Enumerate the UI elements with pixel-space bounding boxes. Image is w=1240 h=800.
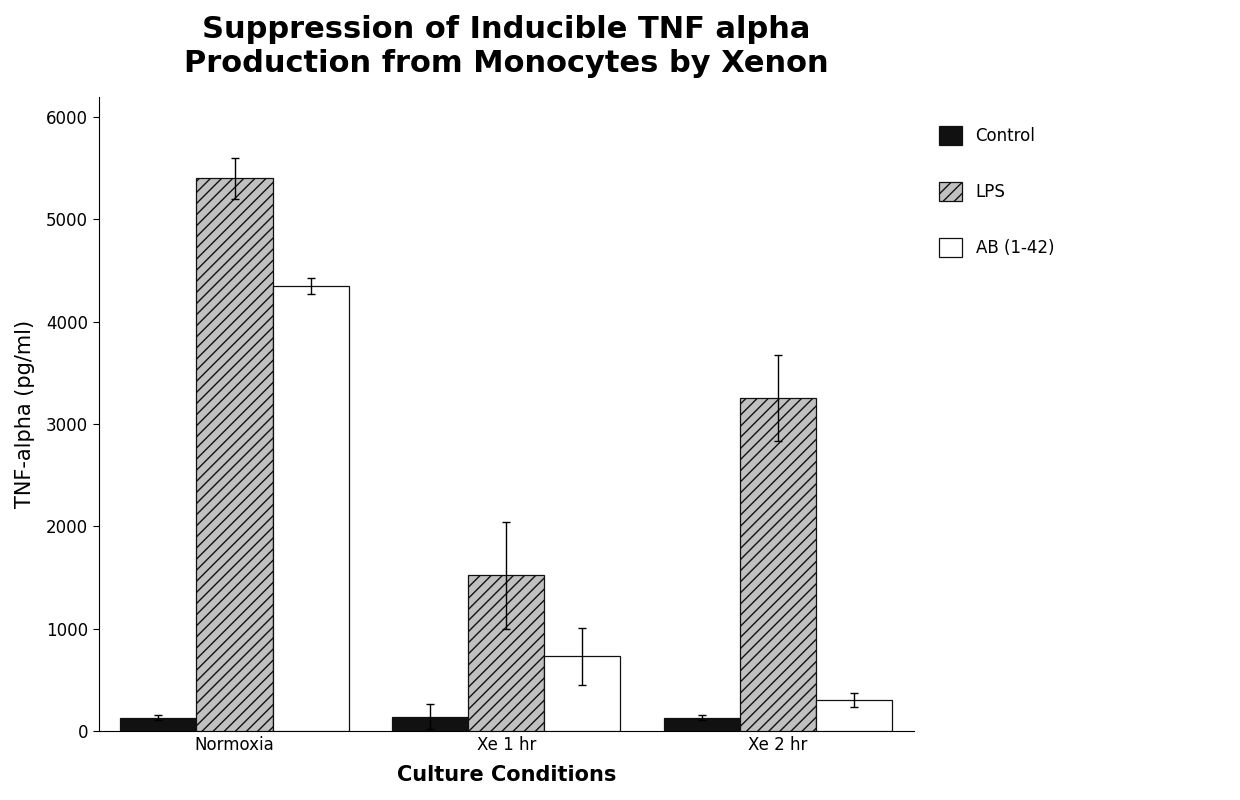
Bar	[273, 286, 348, 731]
Title: Suppression of Inducible TNF alpha
Production from Monocytes by Xenon: Suppression of Inducible TNF alpha Produ…	[184, 15, 828, 78]
Bar	[120, 718, 196, 731]
X-axis label: Culture Conditions: Culture Conditions	[397, 765, 616, 785]
Bar	[469, 575, 544, 731]
Y-axis label: TNF-alpha (pg/ml): TNF-alpha (pg/ml)	[15, 320, 35, 508]
Bar	[663, 718, 740, 731]
Bar	[392, 717, 469, 731]
Legend: Control, LPS, AB (1-42): Control, LPS, AB (1-42)	[930, 118, 1063, 266]
Bar	[196, 178, 273, 731]
Bar	[740, 398, 816, 731]
Bar	[816, 700, 893, 731]
Bar	[544, 656, 620, 731]
